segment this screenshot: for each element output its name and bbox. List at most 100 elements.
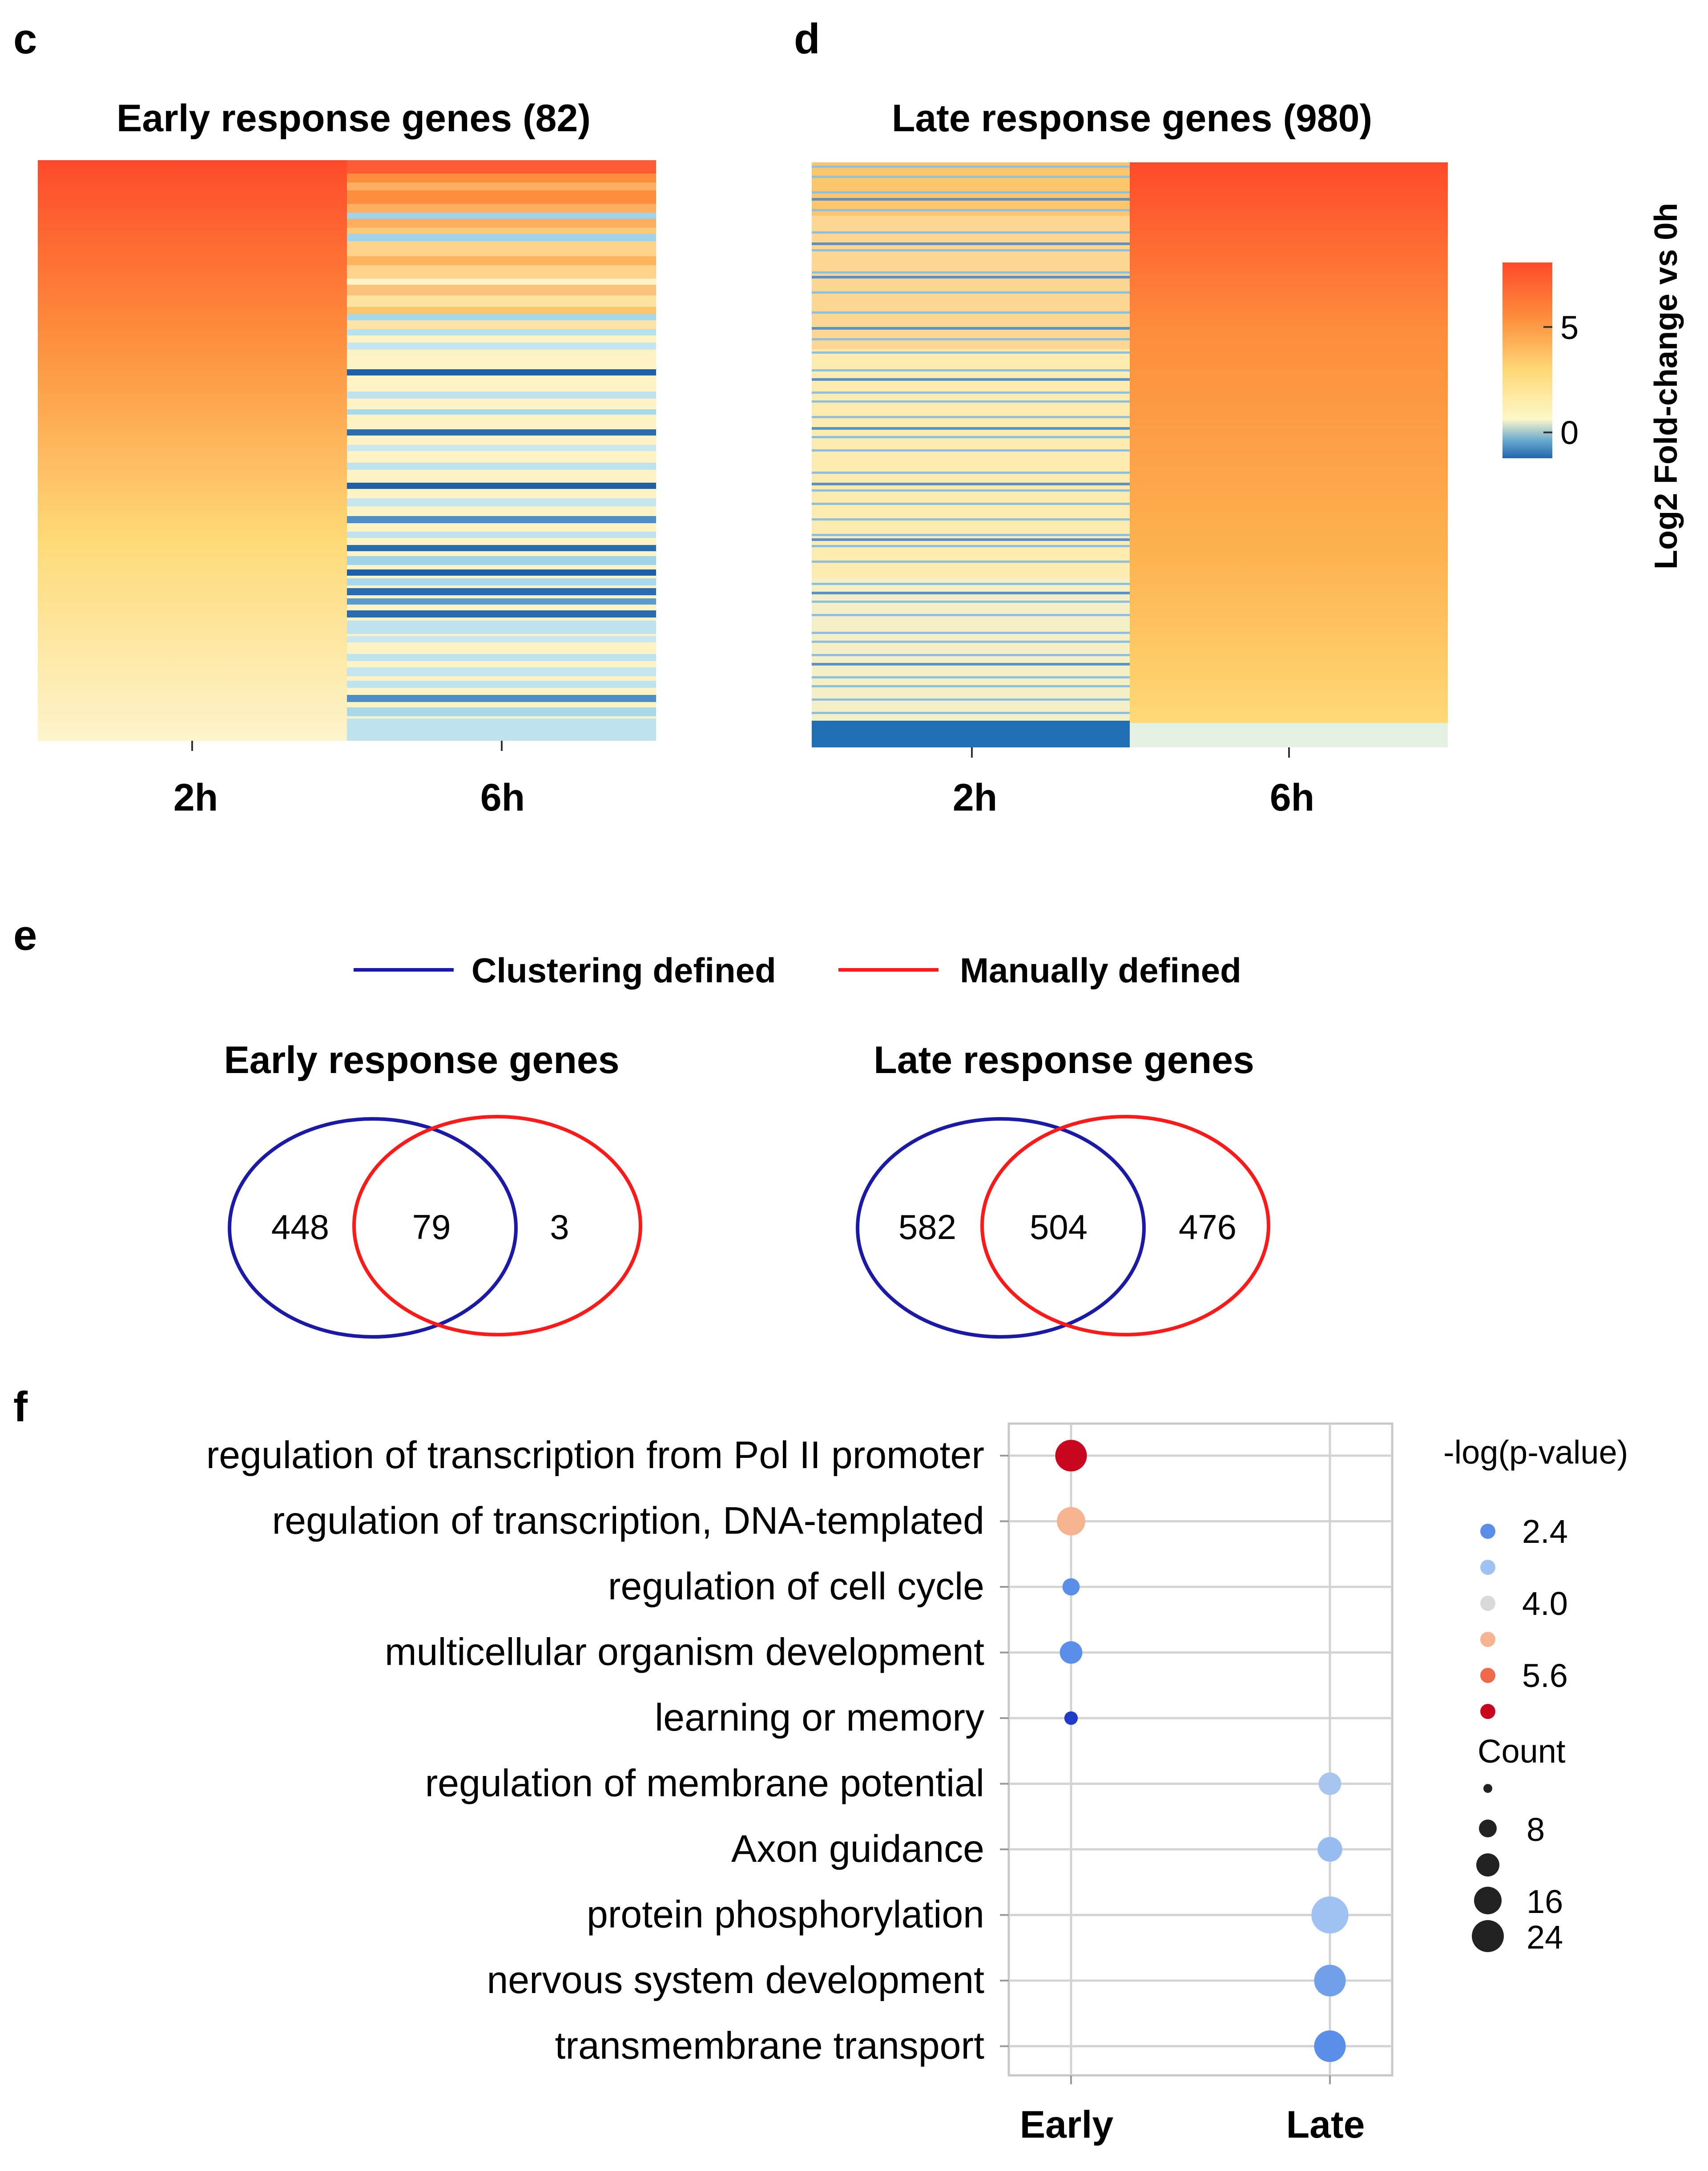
heatmap-row xyxy=(347,265,656,278)
venn-count-late-clustering-only: 582 xyxy=(898,1207,956,1247)
colorbar xyxy=(1503,262,1552,458)
heatmap-row xyxy=(347,320,656,329)
heatmap-row xyxy=(812,641,1130,643)
heatmap-row xyxy=(812,436,1130,438)
panel-letter-f: f xyxy=(13,1383,28,1431)
color-legend-label: 5.6 xyxy=(1522,1657,1568,1694)
dotplot-x-ticks: Early Late xyxy=(1020,2075,1365,2146)
heatmap-row xyxy=(347,182,656,190)
heatmap-row xyxy=(812,614,1130,616)
tick-label-late-6h: 6h xyxy=(1270,776,1314,819)
color-legend-key xyxy=(1480,1704,1495,1719)
heatmap-late-6h-bottom-band xyxy=(1130,723,1448,747)
heatmap-row xyxy=(812,503,1130,505)
heatmap-row xyxy=(347,667,656,676)
heatmap-row xyxy=(812,427,1130,430)
heatmap-row xyxy=(812,592,1130,594)
heatmap-row xyxy=(347,285,656,295)
heatmap-row xyxy=(812,518,1130,521)
heatmap-row xyxy=(812,483,1130,485)
heatmap-row xyxy=(347,314,656,320)
heatmap-row xyxy=(347,556,656,565)
dot-point xyxy=(1059,1641,1083,1664)
heatmap-row xyxy=(347,578,656,585)
venn-count-late-both: 504 xyxy=(1030,1207,1088,1247)
heatmap-row xyxy=(347,429,656,436)
heatmap-row xyxy=(812,663,1130,666)
term-label: nervous system development xyxy=(487,1959,984,2002)
size-legend-key xyxy=(1474,1887,1502,1914)
venn-count-early-clustering-only: 448 xyxy=(271,1207,329,1247)
term-label: protein phosphorylation xyxy=(587,1893,984,1936)
heatmap-row xyxy=(812,242,1130,245)
heatmap-row xyxy=(347,718,656,741)
dot-point xyxy=(1057,1507,1085,1536)
heatmap-row xyxy=(812,583,1130,585)
size-legend-label: 16 xyxy=(1527,1883,1563,1920)
size-legend-key xyxy=(1479,1820,1497,1837)
size-legend-key xyxy=(1476,1853,1499,1876)
dot-point xyxy=(1314,1965,1346,1997)
heatmap-row xyxy=(347,636,656,642)
venn-title-late: Late response genes xyxy=(874,1039,1254,1081)
heatmap-row xyxy=(347,588,656,595)
dot-point xyxy=(1311,1896,1349,1934)
heatmap-row xyxy=(812,338,1130,340)
heatmap-row xyxy=(812,538,1130,541)
heatmap-row xyxy=(812,721,1130,747)
venn-circle-manual-early xyxy=(352,1115,642,1336)
heatmap-row xyxy=(347,498,656,506)
venn-count-late-manual-only: 476 xyxy=(1179,1207,1237,1247)
heatmap-row xyxy=(347,695,656,702)
heatmap-row xyxy=(812,311,1130,314)
heatmap-row xyxy=(347,228,656,234)
heatmap-late-2h-column xyxy=(812,162,1130,747)
heatmap-row xyxy=(812,545,1130,547)
term-label: regulation of cell cycle xyxy=(608,1565,984,1608)
venn-title-early: Early response genes xyxy=(224,1039,619,1081)
heatmap-row xyxy=(347,204,656,213)
heatmap-row xyxy=(347,369,656,375)
heatmap-row xyxy=(812,601,1130,603)
heatmap-row xyxy=(812,327,1130,330)
heatmap-row xyxy=(347,654,656,661)
color-legend-title: -log(p-value) xyxy=(1443,1434,1628,1471)
heatmap-row xyxy=(347,295,656,307)
heatmap-early-2h-column xyxy=(38,160,347,741)
heatmap-title-late: Late response genes (980) xyxy=(892,97,1372,140)
x-tick-label: Early xyxy=(1020,2103,1114,2146)
color-legend-label: 2.4 xyxy=(1522,1513,1568,1550)
color-legend-key xyxy=(1480,1668,1495,1683)
heatmap-row xyxy=(812,369,1130,371)
heatmap-row xyxy=(347,483,656,489)
heatmap-row xyxy=(347,174,656,182)
heatmap-row xyxy=(812,378,1130,381)
heatmap-row xyxy=(812,198,1130,201)
panel-letter-c: c xyxy=(13,15,37,63)
heatmap-row xyxy=(812,165,1130,168)
heatmap-row xyxy=(347,391,656,399)
dot-point xyxy=(1314,2030,1346,2062)
heatmap-row xyxy=(812,534,1130,536)
dotplot-points xyxy=(1055,1440,1349,2062)
colorbar-title: Log2 Fold-change vs 0h xyxy=(1648,203,1684,569)
x-tick-label: Late xyxy=(1286,2103,1365,2146)
panel-letter-e: e xyxy=(13,912,37,959)
tick-label-early-2h: 2h xyxy=(173,776,218,819)
heatmap-row xyxy=(347,219,656,228)
heatmap-row xyxy=(812,632,1130,634)
heatmap-row xyxy=(347,234,656,241)
heatmap-row xyxy=(812,712,1130,714)
heatmap-row xyxy=(347,190,656,204)
venn-circle-clustering-late xyxy=(856,1117,1146,1339)
heatmap-early-6h-column xyxy=(347,160,656,741)
legend-label-manual: Manually defined xyxy=(960,951,1241,990)
heatmap-row xyxy=(347,621,656,634)
heatmap-row xyxy=(347,463,656,470)
colorbar-label-5: 5 xyxy=(1560,309,1579,346)
term-label: Axon guidance xyxy=(731,1828,984,1870)
heatmap-row xyxy=(812,561,1130,563)
colorbar-label-0: 0 xyxy=(1560,414,1579,451)
